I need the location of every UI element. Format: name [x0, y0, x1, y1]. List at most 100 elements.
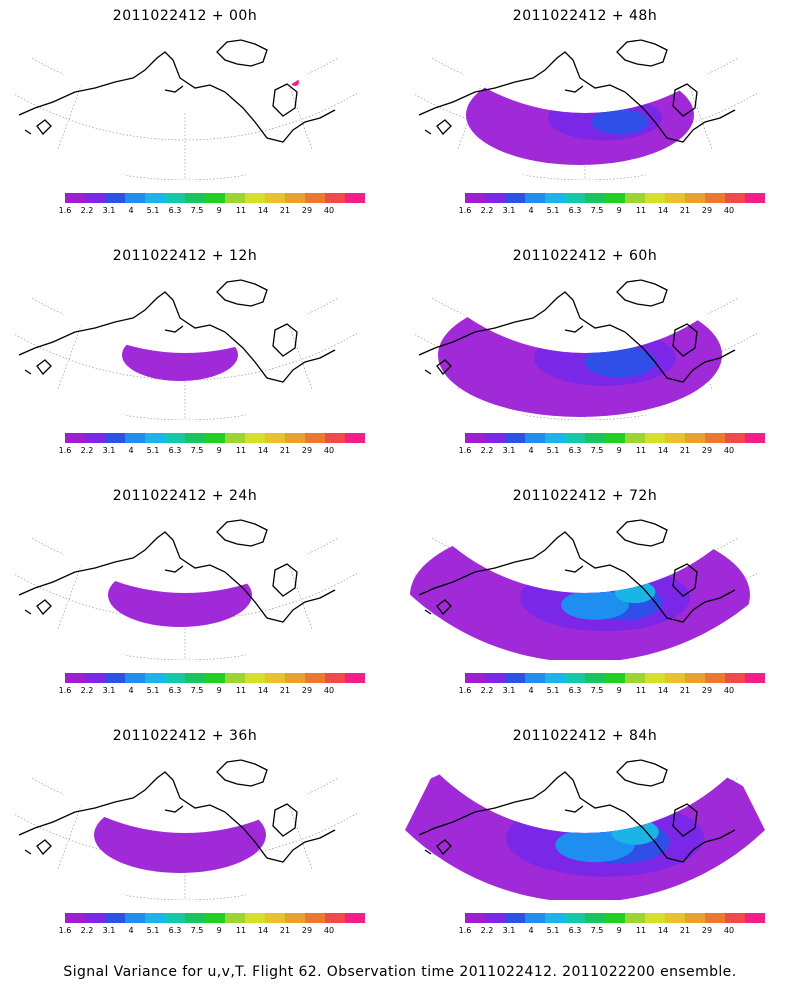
map-panel: 2011022412 + 72h 1.6 2.2 3.1 4 5.1 6.3 7.5 9 11 14… [405, 480, 765, 720]
colorbar-swatch [585, 193, 605, 203]
coastline [418, 519, 736, 623]
colorbar-tick-label: 5.1 [546, 206, 560, 215]
colorbar-tick-label: 14 [657, 446, 669, 455]
map-panel: 2011022412 + 60h 1.6 2.2 3.1 4 5.1 6.3 7.5 9 11 14… [405, 240, 765, 480]
colorbar-swatch [325, 433, 345, 443]
colorbar-swatch [745, 673, 765, 683]
colorbar-swatch [265, 673, 285, 683]
colorbar-swatch [245, 913, 265, 923]
colorbar-swatch [565, 673, 585, 683]
colorbar-swatch [625, 433, 645, 443]
colorbar-tick-label: 3.1 [102, 206, 116, 215]
colorbar-swatch [725, 913, 745, 923]
colorbar-tick-label: 6.3 [568, 926, 582, 935]
colorbar-swatch [325, 193, 345, 203]
coastline [418, 759, 736, 863]
colorbar-swatch [585, 913, 605, 923]
colorbar-swatch [185, 193, 205, 203]
colorbar-tick-label: 14 [257, 686, 269, 695]
panel-title: 2011022412 + 36h [112, 728, 258, 744]
colorbar-tick-label: 21 [279, 926, 291, 935]
colorbar-swatch [685, 673, 705, 683]
colorbar-swatch [125, 193, 145, 203]
colorbar-tick-label: 40 [323, 446, 335, 455]
graticule [5, 770, 365, 900]
colorbar-swatch [105, 673, 125, 683]
colorbar-swatch [525, 673, 545, 683]
colorbar-tick-label: 7.5 [590, 446, 604, 455]
colorbar [65, 193, 365, 203]
colorbar-swatch [725, 433, 745, 443]
map-panel: 2011022412 + 00h 1.6 2.2 3.1 4 5.1 6.3 7.5 9 11 14… [5, 0, 365, 240]
colorbar-tick-label: 5.1 [546, 446, 560, 455]
colorbar-swatch [105, 433, 125, 443]
colorbar-tick-label: 1.6 [58, 206, 72, 215]
colorbar-swatch [505, 913, 525, 923]
colorbar [465, 913, 765, 923]
colorbar-swatch [545, 433, 565, 443]
colorbar-swatch [485, 193, 505, 203]
colorbar-tick-label: 6.3 [168, 446, 182, 455]
colorbar-swatch [65, 673, 85, 683]
map-panel: 2011022412 + 84h 1.6 2.2 3.1 4 5.1 6.3 7.5 9 11 14… [405, 720, 765, 960]
colorbar-tick-label: 1.6 [458, 206, 472, 215]
colorbar-swatch [465, 913, 485, 923]
colorbar-swatch [345, 433, 365, 443]
colorbar-swatch [605, 193, 625, 203]
colorbar-swatch [305, 193, 325, 203]
colorbar-tick-label: 5.1 [146, 926, 160, 935]
colorbar-tick-label: 4 [528, 206, 534, 215]
colorbar-swatch [685, 913, 705, 923]
colorbar-swatch [205, 673, 225, 683]
colorbar-swatch [545, 673, 565, 683]
colorbar-labels: 1.6 2.2 3.1 4 5.1 6.3 7.5 9 11 14 21 29 40 [59, 926, 365, 936]
colorbar-swatch [205, 913, 225, 923]
map-projection [5, 279, 365, 420]
colorbar-tick-label: 1.6 [58, 926, 72, 935]
colorbar [65, 673, 365, 683]
colorbar-tick-label: 2.2 [480, 206, 494, 215]
colorbar-swatch [465, 433, 485, 443]
colorbar-tick-label: 5.1 [546, 686, 560, 695]
map-panel: 2011022412 + 24h 1.6 2.2 3.1 4 5.1 6.3 7.5 9 11 14… [5, 480, 365, 720]
colorbar-tick-label: 29 [301, 446, 313, 455]
colorbar-swatch [645, 193, 665, 203]
graticule [5, 530, 365, 660]
colorbar-swatch [305, 433, 325, 443]
map-panel: 2011022412 + 36h 1.6 2.2 3.1 4 5.1 6.3 7.5 9 11 14… [5, 720, 365, 960]
colorbar-swatch [485, 433, 505, 443]
colorbar-swatch [525, 193, 545, 203]
colorbar-tick-label: 9 [616, 446, 622, 455]
colorbar-swatch [705, 193, 725, 203]
colorbar-tick-label: 5.1 [146, 686, 160, 695]
colorbar-tick-label: 3.1 [502, 206, 516, 215]
colorbar [465, 673, 765, 683]
colorbar-tick-label: 29 [701, 446, 713, 455]
colorbar-tick-label: 40 [723, 446, 735, 455]
variance-field [291, 78, 299, 86]
colorbar-swatch [245, 433, 265, 443]
colorbar-tick-label: 21 [279, 446, 291, 455]
colorbar-swatch [125, 913, 145, 923]
variance-field [438, 293, 722, 417]
panel-title: 2011022412 + 48h [512, 8, 658, 24]
coastline [18, 279, 336, 383]
colorbar-swatch [285, 913, 305, 923]
coastline [18, 759, 336, 863]
colorbar-swatch [685, 193, 705, 203]
map-projection [5, 39, 365, 180]
colorbar-swatch [465, 673, 485, 683]
colorbar-tick-label: 9 [216, 206, 222, 215]
colorbar-swatch [505, 433, 525, 443]
colorbar-tick-label: 3.1 [102, 926, 116, 935]
colorbar-tick-label: 14 [257, 206, 269, 215]
map-projection [405, 39, 765, 180]
colorbar-swatch [745, 193, 765, 203]
colorbar-tick-label: 5.1 [146, 446, 160, 455]
colorbar-tick-label: 1.6 [458, 446, 472, 455]
colorbar-tick-label: 2.2 [80, 926, 94, 935]
colorbar-labels: 1.6 2.2 3.1 4 5.1 6.3 7.5 9 11 14 21 29 40 [59, 686, 365, 696]
variance-field [466, 65, 694, 165]
colorbar-tick-label: 4 [528, 926, 534, 935]
colorbar-labels: 1.6 2.2 3.1 4 5.1 6.3 7.5 9 11 14 21 29 40 [59, 206, 365, 216]
